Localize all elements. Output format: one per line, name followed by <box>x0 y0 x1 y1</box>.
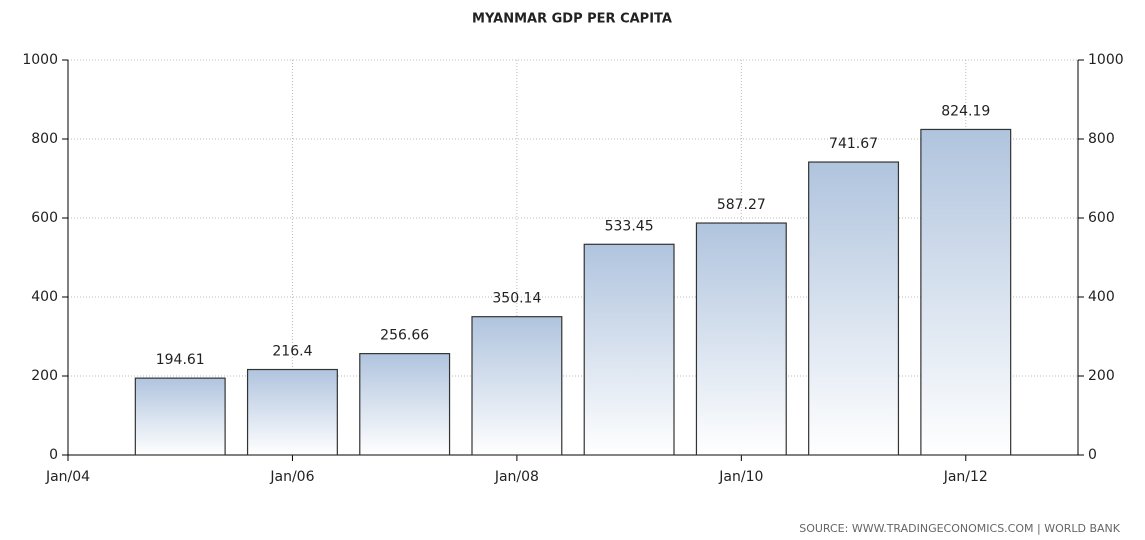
value-label: 350.14 <box>492 291 541 307</box>
value-label: 587.27 <box>717 197 766 213</box>
value-label: 824.19 <box>941 103 990 119</box>
chart-title: MYANMAR GDP PER CAPITA <box>472 12 672 27</box>
source: SOURCE: WWW.TRADINGECONOMICS.COM | WORLD… <box>799 522 1121 535</box>
y-tick-label: 1000 <box>22 52 58 68</box>
x-tick-label: Jan/08 <box>494 469 539 485</box>
x-tick-label: Jan/04 <box>45 469 90 485</box>
x-tick-label: Jan/06 <box>269 469 314 485</box>
y-tick-label: 800 <box>31 131 58 147</box>
bar <box>134 377 226 456</box>
value-label: 256.66 <box>380 328 429 344</box>
value-label: 741.67 <box>829 136 878 152</box>
bar <box>471 316 563 456</box>
y2-tick-label: 800 <box>1088 131 1115 147</box>
y-tick-label: 600 <box>31 210 58 226</box>
value-label: 533.45 <box>605 218 654 234</box>
bar <box>808 161 900 456</box>
x-tick-label: Jan/12 <box>943 469 988 485</box>
y2-tick-label: 600 <box>1088 210 1115 226</box>
bar <box>583 243 675 456</box>
y2-tick-label: 1000 <box>1088 52 1124 68</box>
value-label: 216.4 <box>272 344 312 360</box>
y-tick-label: 400 <box>31 289 58 305</box>
y2-tick-label: 200 <box>1088 368 1115 384</box>
y-tick-label: 0 <box>49 447 58 463</box>
bar <box>359 353 451 456</box>
y-tick-label: 200 <box>31 368 58 384</box>
x-tick-label: Jan/10 <box>718 469 763 485</box>
y2-tick-label: 0 <box>1088 447 1097 463</box>
bar <box>246 368 338 456</box>
y2-tick-label: 400 <box>1088 289 1115 305</box>
bar <box>920 128 1012 456</box>
bar <box>695 222 787 456</box>
value-label: 194.61 <box>156 352 205 368</box>
